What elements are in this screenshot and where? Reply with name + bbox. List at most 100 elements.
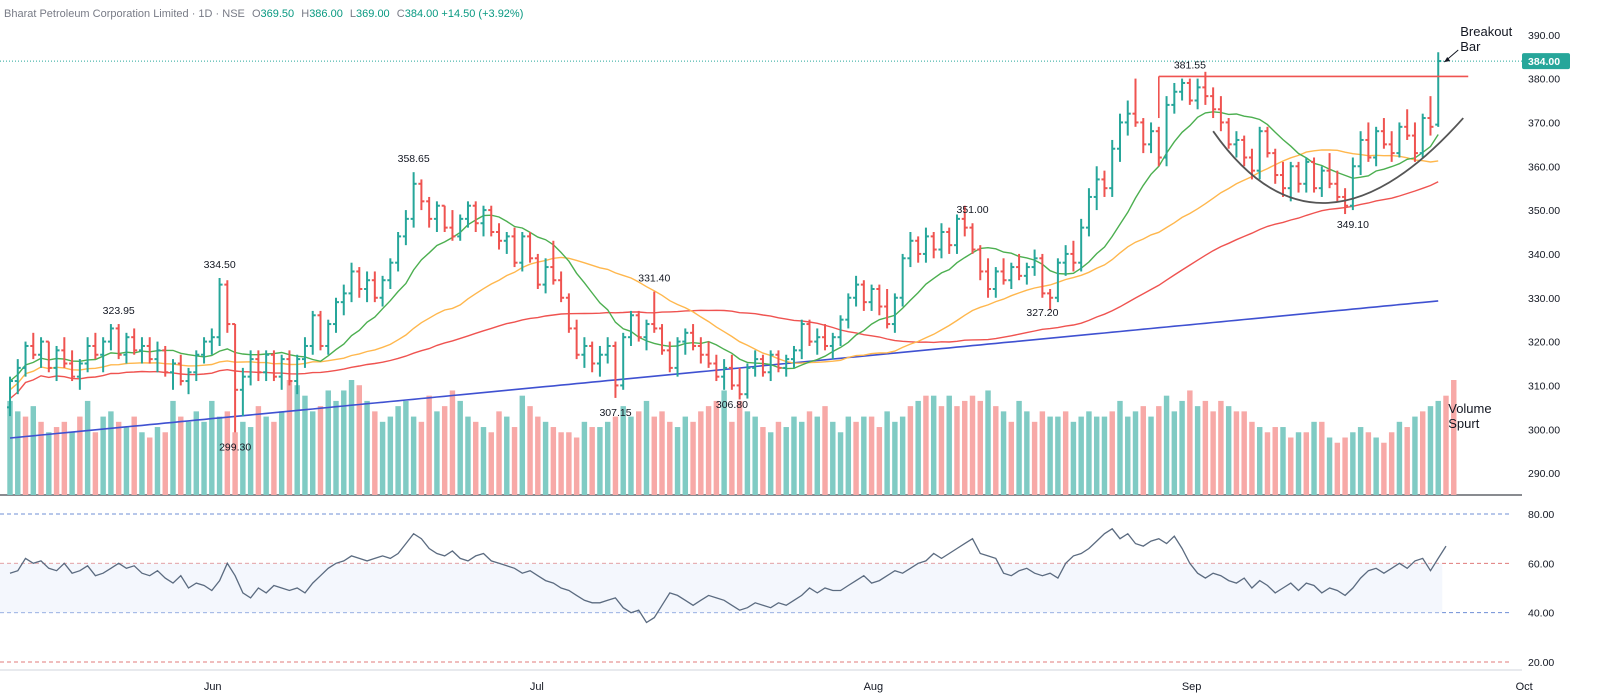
- ohlc-bar: [752, 350, 759, 377]
- volume-bar: [566, 432, 572, 495]
- time-tick-label: Aug: [864, 681, 884, 693]
- volume-bar: [814, 416, 820, 495]
- ohlc-bar: [1078, 218, 1085, 272]
- ohlc-bar: [1380, 118, 1387, 149]
- volume-bar: [1388, 432, 1395, 495]
- volume-bar: [752, 416, 758, 495]
- volume-bar: [589, 427, 595, 495]
- ohlc-bar: [441, 204, 448, 233]
- volume-bar: [1264, 432, 1271, 495]
- volume-bar: [139, 432, 145, 495]
- ohlc-bar: [449, 210, 456, 241]
- symbol-title[interactable]: Bharat Petroleum Corporation Limited · 1…: [4, 8, 245, 20]
- ohlc-bar: [123, 332, 130, 364]
- time-tick-label: Jul: [530, 681, 544, 693]
- volume-bar: [783, 427, 789, 495]
- volume-bar: [1117, 400, 1123, 495]
- ohlc-bar: [464, 201, 471, 228]
- volume-bar: [1218, 400, 1224, 495]
- volume-bar: [977, 400, 983, 495]
- volume-bar: [410, 416, 417, 495]
- volume-bar: [224, 411, 231, 495]
- ohlc-bar: [325, 319, 332, 355]
- volume-bar: [403, 400, 409, 495]
- pivot-label: 307.15: [599, 407, 631, 419]
- ohlc-bar: [713, 354, 720, 382]
- volume-bar: [923, 395, 929, 495]
- volume-bar: [263, 416, 269, 495]
- volume-bar: [1148, 416, 1154, 495]
- ohlc-bar: [472, 201, 479, 233]
- ohlc-bar: [860, 280, 867, 311]
- volume-bar: [379, 421, 386, 495]
- volume-bar: [426, 395, 432, 495]
- ohlc-bar: [1318, 166, 1325, 197]
- volume-bar: [1249, 421, 1255, 495]
- volume-bar: [597, 427, 603, 495]
- ohlc-bar: [22, 341, 29, 377]
- ohlc-bar: [1427, 96, 1434, 136]
- ohlc-bar: [798, 319, 805, 360]
- ohlc-bar: [620, 332, 627, 390]
- ohlc-bar: [1093, 166, 1100, 211]
- volume-bar: [147, 437, 153, 495]
- pivot-label: 327.20: [1026, 307, 1058, 319]
- pivot-label: 306.80: [716, 399, 748, 411]
- ohlc-bar: [45, 340, 52, 373]
- ohlc-bar: [1349, 157, 1356, 211]
- ohlc-bar: [1202, 71, 1209, 105]
- ohlc-bar: [1109, 139, 1116, 197]
- ohlc-bar: [333, 297, 340, 333]
- ohlc-bar: [457, 214, 464, 241]
- volume-bar: [162, 432, 168, 495]
- volume-bar: [185, 421, 192, 495]
- ohlc-bar: [356, 267, 363, 298]
- ohlc-bar: [263, 350, 270, 382]
- volume-bar: [286, 380, 293, 495]
- volume-bar: [395, 406, 401, 495]
- volume-bar: [1086, 411, 1092, 495]
- ohlc-bar: [1155, 126, 1162, 167]
- close-value: 384.00: [404, 8, 439, 20]
- ohlc-bar: [682, 328, 689, 355]
- volume-bar: [92, 432, 99, 495]
- volume-bar: [511, 427, 518, 495]
- volume-bar: [473, 421, 479, 495]
- close-label: C: [396, 8, 405, 20]
- price-tick-label: 390.00: [1528, 30, 1560, 42]
- rsi-line: [9, 527, 1447, 624]
- ohlc-bar: [1411, 122, 1418, 162]
- volume-bar: [573, 437, 580, 495]
- volume-bar: [53, 427, 60, 495]
- ohlc-bar: [1023, 262, 1030, 285]
- volume-bar: [69, 432, 75, 495]
- ohlc-bar: [573, 319, 580, 360]
- volume-bar: [115, 421, 122, 495]
- volume-bar: [1016, 400, 1022, 495]
- volume-bar: [690, 421, 696, 495]
- ohlc-bar: [131, 328, 138, 355]
- volume-bar: [123, 427, 130, 495]
- ohlc-bar: [938, 223, 945, 259]
- ohlc-bar: [1404, 109, 1411, 140]
- ohlc-bar: [1217, 96, 1224, 132]
- ohlc-bar: [814, 328, 821, 355]
- ohlc-bar: [930, 232, 937, 259]
- ohlc-bar: [317, 310, 324, 351]
- ohlc-bar: [1311, 157, 1318, 193]
- ohlc-bar: [286, 350, 293, 386]
- volume-bar: [946, 395, 952, 495]
- ma-20-line: [9, 111, 1439, 382]
- volume-bar: [519, 395, 526, 495]
- ohlc-bar: [278, 354, 285, 390]
- volume-bar: [581, 421, 588, 495]
- ohlc-bar: [1210, 87, 1217, 119]
- volume-bar: [1334, 442, 1341, 495]
- ohlc-bar: [294, 354, 301, 395]
- volume-bar: [170, 400, 176, 495]
- volume-bar: [620, 406, 626, 495]
- volume-bar: [899, 416, 906, 495]
- ohlc-bar: [239, 367, 246, 417]
- price-tick-label: 290.00: [1528, 468, 1560, 480]
